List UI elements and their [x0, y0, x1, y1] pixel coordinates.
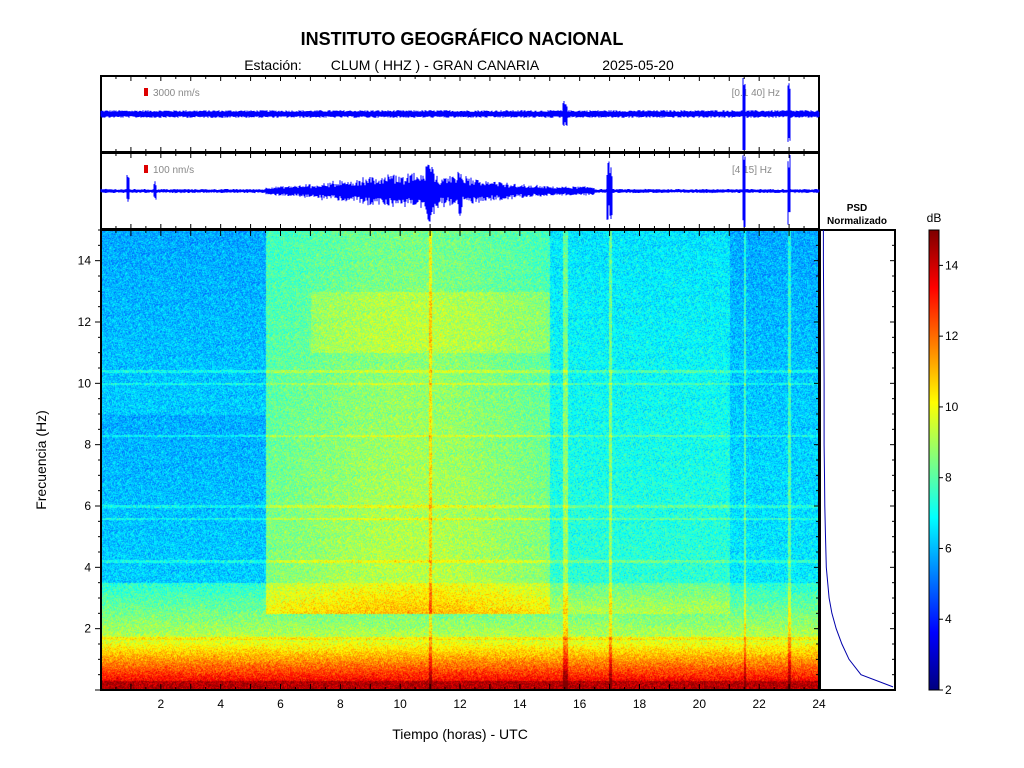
- psd-title: PSD: [847, 203, 868, 214]
- trace1-ticks: [100, 76, 820, 152]
- y-tick-label: 8: [84, 438, 91, 452]
- x-tick-label: 12: [453, 697, 467, 711]
- x-tick-label: 16: [573, 697, 587, 711]
- y-axis-label: Frecuencia (Hz): [33, 410, 49, 510]
- figure-date: 2025-05-20: [602, 57, 674, 73]
- y-tick-label: 14: [78, 254, 92, 268]
- y-tick-label: 4: [84, 560, 91, 574]
- x-tick-label: 4: [217, 697, 224, 711]
- x-tick-label: 20: [693, 697, 707, 711]
- trace1-waveform: [100, 78, 820, 150]
- station-label: Estación:: [244, 57, 302, 73]
- x-tick-label: 8: [337, 697, 344, 711]
- trace2-band-label: [4 15] Hz: [732, 165, 772, 176]
- trace-panel-1: 3000 nm/s [0.1 40] Hz: [100, 75, 820, 153]
- y-tick-label: 6: [84, 499, 91, 513]
- colorbar-tick-label: 4: [945, 612, 952, 626]
- y-tick-label: 12: [78, 315, 92, 329]
- x-axis-ticks: 2 4 6 8 10 12 14 16 18 20 22 24: [100, 230, 826, 711]
- colorbar-tick-label: 2: [945, 683, 952, 697]
- figure-title: INSTITUTO GEOGRÁFICO NACIONAL: [301, 28, 624, 49]
- scale-marker-2: [144, 165, 148, 173]
- colorbar: dB 2 4 6 8 10 12 14: [927, 211, 959, 697]
- station-name: CLUM ( HHZ ) - GRAN CANARIA: [331, 57, 540, 73]
- x-tick-label: 24: [812, 697, 826, 711]
- trace2-ticks: [100, 153, 820, 229]
- y-tick-label: 2: [84, 622, 91, 636]
- colorbar-ticks: 2 4 6 8 10 12 14: [939, 258, 959, 697]
- colorbar-tick-label: 12: [945, 329, 959, 343]
- x-tick-label: 22: [752, 697, 766, 711]
- colorbar-tick-label: 6: [945, 541, 952, 555]
- y-axis-ticks: 2 4 6 8 10 12 14: [78, 229, 819, 691]
- x-tick-label: 10: [393, 697, 407, 711]
- trace1-scale-label: 3000 nm/s: [153, 88, 200, 99]
- psd-frame: [819, 229, 896, 691]
- colorbar-tick-label: 14: [945, 258, 959, 272]
- colorbar-bar: [928, 229, 940, 691]
- x-tick-label: 6: [277, 697, 284, 711]
- trace2-waveform: [100, 155, 820, 227]
- trace2-scale-label: 100 nm/s: [153, 165, 194, 176]
- colorbar-unit: dB: [927, 211, 942, 225]
- psd-ticks: [890, 229, 895, 691]
- colorbar-tick-label: 8: [945, 471, 952, 485]
- x-axis-label: Tiempo (horas) - UTC: [392, 726, 528, 742]
- trace1-band-label: [0.1 40] Hz: [732, 88, 780, 99]
- psd-curve: [822, 230, 894, 688]
- x-tick-label: 2: [157, 697, 164, 711]
- psd-panel: PSD Normalizado: [819, 203, 896, 691]
- colorbar-tick-label: 10: [945, 400, 959, 414]
- x-tick-label: 14: [513, 697, 527, 711]
- y-tick-label: 10: [78, 376, 92, 390]
- trace-panel-2: 100 nm/s [4 15] Hz: [100, 152, 820, 230]
- scale-marker-1: [144, 88, 148, 96]
- psd-subtitle: Normalizado: [827, 216, 887, 227]
- spectrogram-image: [101, 230, 819, 690]
- x-tick-label: 18: [633, 697, 647, 711]
